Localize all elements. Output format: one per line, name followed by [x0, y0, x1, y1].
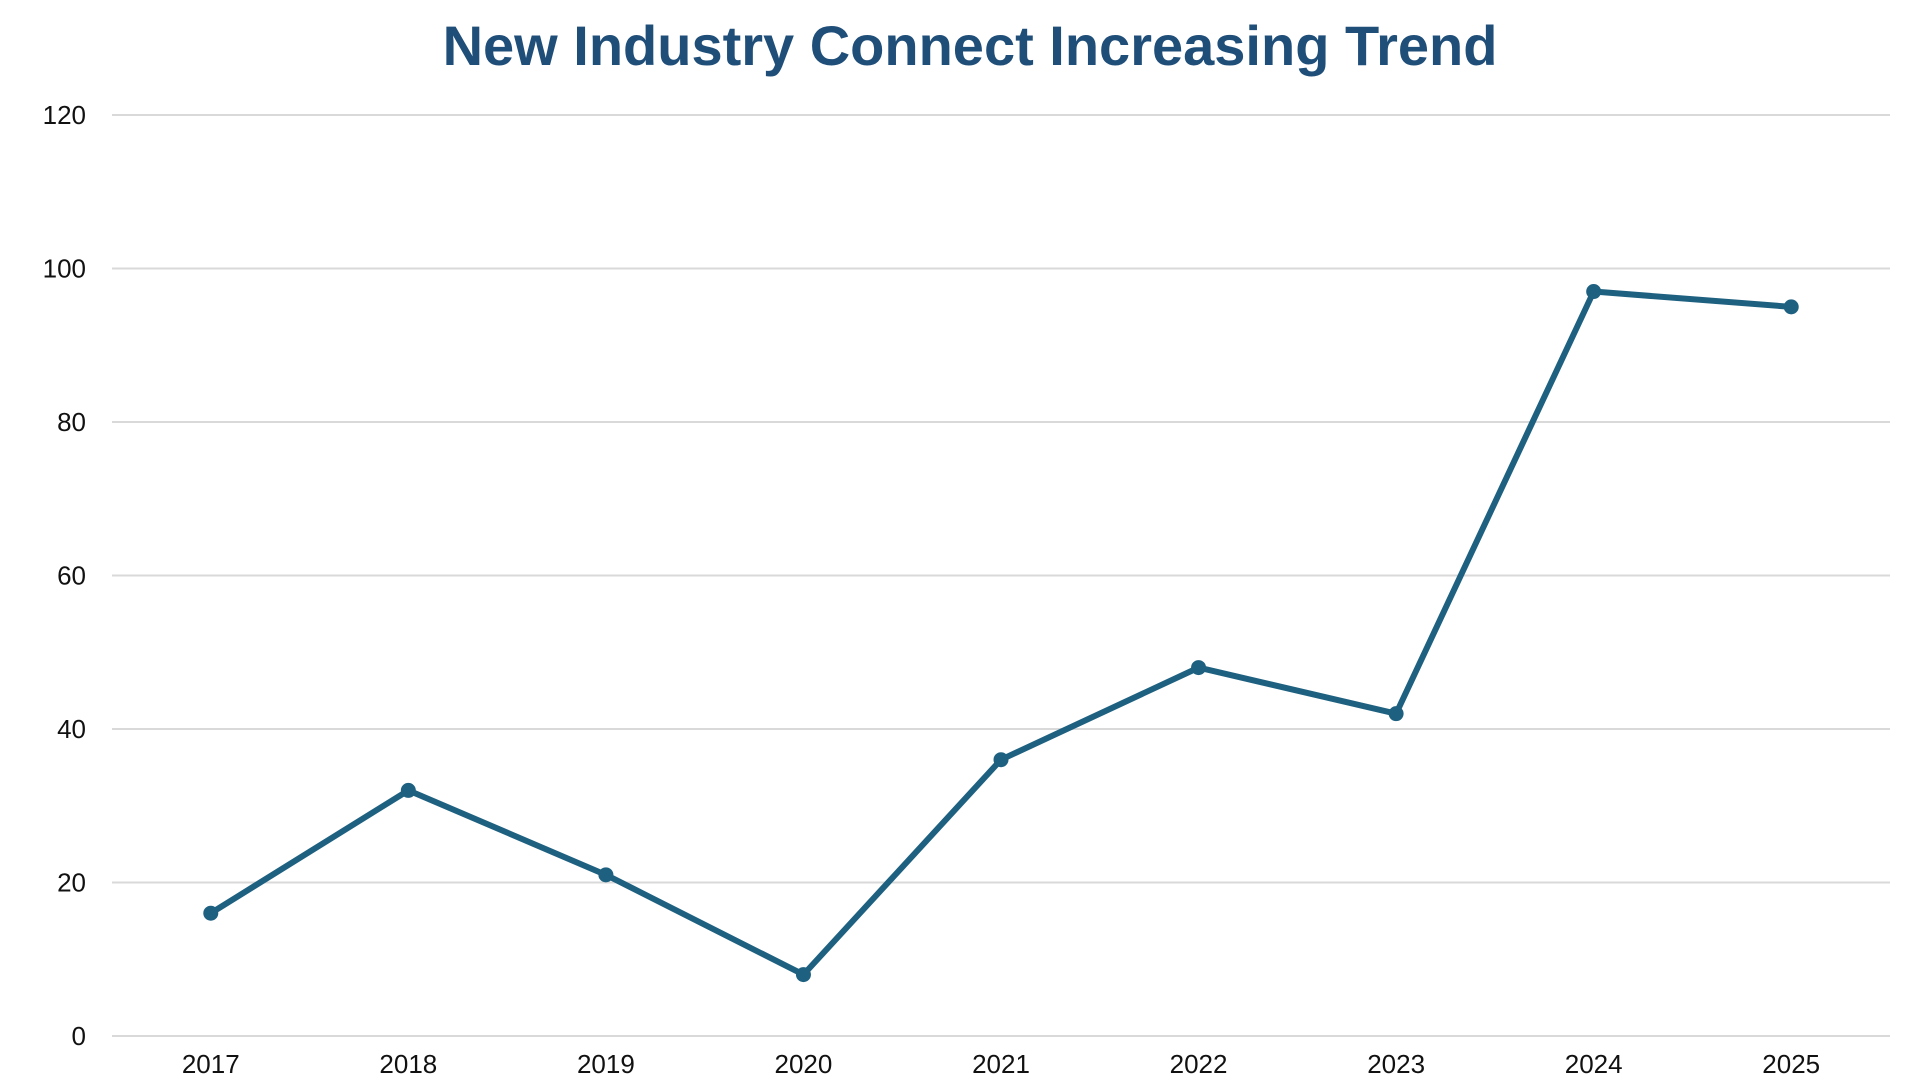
y-tick-label: 0: [72, 1021, 86, 1051]
y-tick-label: 20: [57, 868, 86, 898]
data-point: [1586, 284, 1602, 300]
y-tick-label: 60: [57, 561, 86, 591]
y-tick-label: 100: [43, 254, 86, 284]
chart-title: New Industry Connect Increasing Trend: [443, 14, 1498, 77]
series-layer: [203, 284, 1799, 983]
data-point: [400, 782, 416, 798]
data-point: [1191, 660, 1207, 676]
data-point: [1783, 299, 1799, 315]
x-tick-label: 2024: [1565, 1049, 1623, 1079]
x-tick-label: 2018: [379, 1049, 437, 1079]
y-tick-label: 120: [43, 100, 86, 130]
x-tick-label: 2025: [1762, 1049, 1820, 1079]
series-line: [207, 288, 1795, 978]
x-tick-label: 2020: [775, 1049, 833, 1079]
x-tick-label: 2019: [577, 1049, 635, 1079]
data-point: [795, 967, 811, 983]
y-tick-label: 40: [57, 714, 86, 744]
x-axis-tick-labels: 2017 2018 2019 2020 2021 2022 2023 2024 2025: [182, 1049, 1820, 1079]
x-tick-label: 2022: [1170, 1049, 1228, 1079]
x-tick-label: 2017: [182, 1049, 240, 1079]
y-axis-tick-labels: 0 20 40 60 80 100 120: [43, 100, 86, 1051]
y-tick-label: 80: [57, 407, 86, 437]
data-point: [993, 752, 1009, 768]
x-tick-label: 2021: [972, 1049, 1030, 1079]
data-point: [1388, 706, 1404, 722]
x-tick-label: 2023: [1367, 1049, 1425, 1079]
gridlines: [112, 114, 1890, 1037]
data-point: [203, 905, 219, 921]
data-point: [598, 867, 614, 883]
